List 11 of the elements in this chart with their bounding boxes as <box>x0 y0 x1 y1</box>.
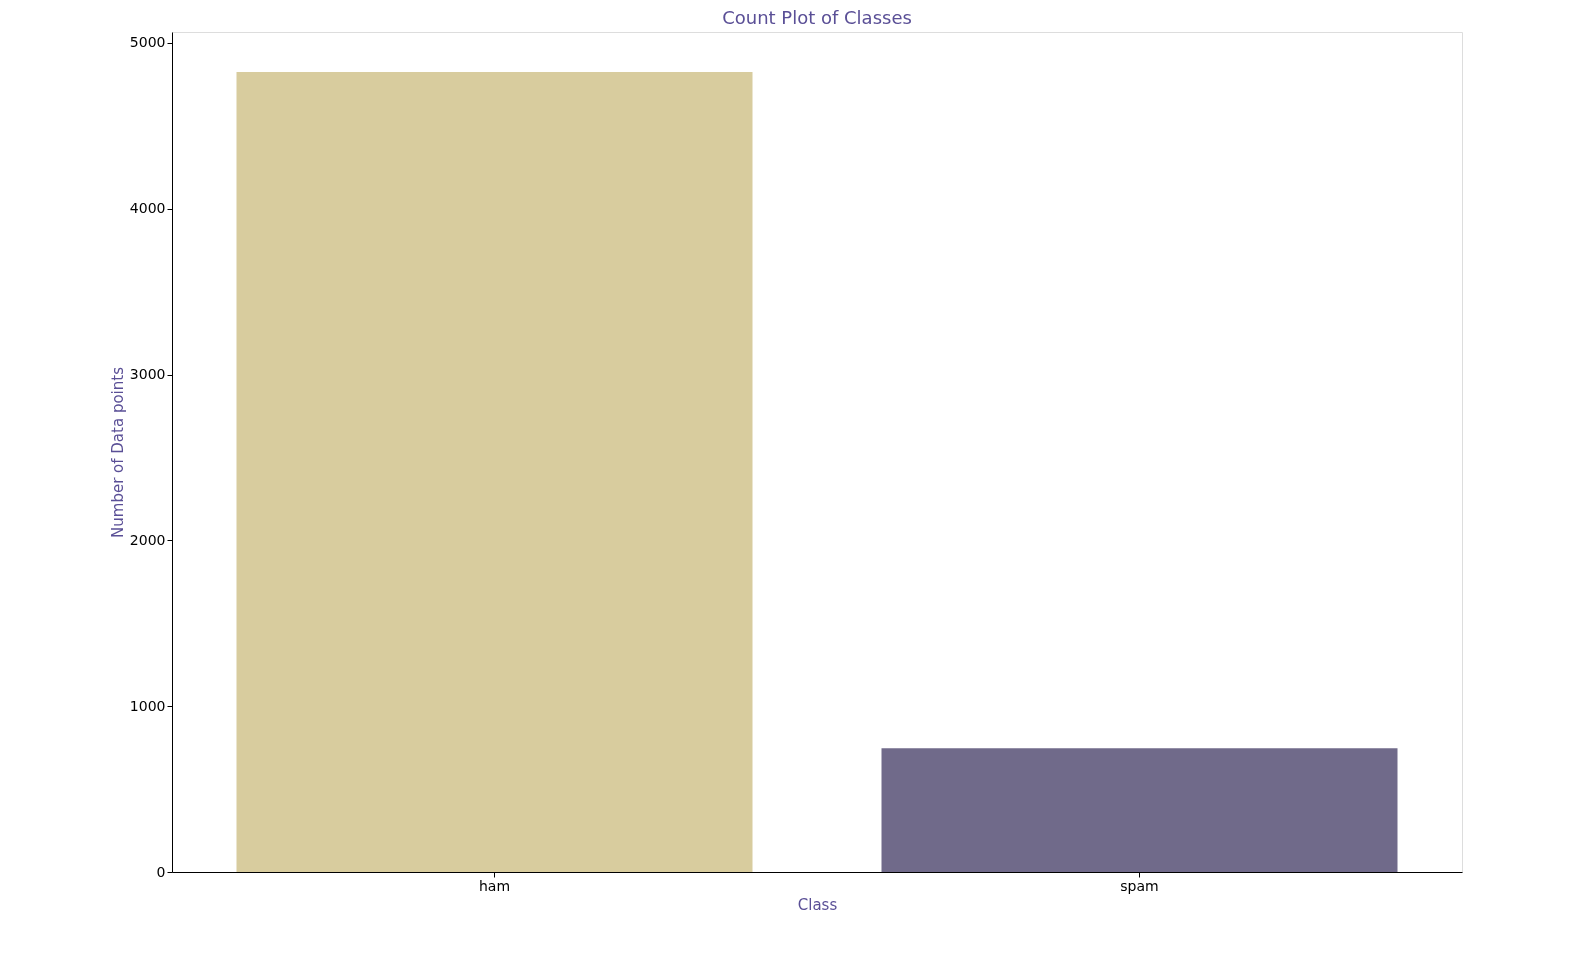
y-tick-label: 5000 <box>129 34 166 51</box>
y-tick-label: 2000 <box>129 531 166 548</box>
x-tick-label: ham <box>478 877 511 894</box>
y-tick-label: 0 <box>156 863 166 880</box>
y-tick-label: 3000 <box>129 366 166 383</box>
y-tick-label: 1000 <box>129 697 166 714</box>
x-axis-title: Class <box>797 895 838 914</box>
y-tick-label: 4000 <box>129 200 166 217</box>
x-tick-label: spam <box>1120 877 1159 894</box>
y-axis-title: Number of Data points <box>108 366 127 538</box>
chart-title: Count Plot of Classes <box>722 7 912 28</box>
